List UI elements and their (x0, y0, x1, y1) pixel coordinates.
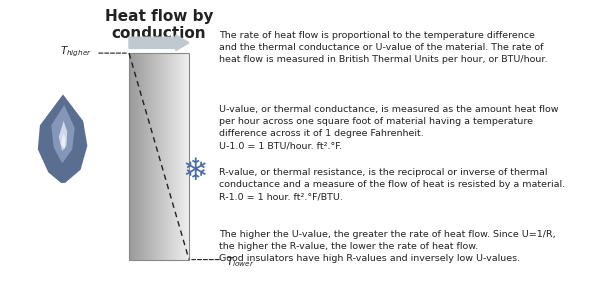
FancyArrow shape (129, 35, 189, 51)
Text: The higher the U-value, the greater the rate of heat flow. Since U=1/R,
the high: The higher the U-value, the greater the … (219, 230, 556, 263)
Bar (129, 53, 189, 260)
Text: U-value, or thermal conductance, is measured as the amount heat flow
per hour ac: U-value, or thermal conductance, is meas… (219, 105, 559, 150)
Polygon shape (38, 94, 88, 183)
Polygon shape (59, 121, 67, 151)
Text: $T_{higher}$: $T_{higher}$ (60, 45, 92, 59)
Text: Heat flow by
conduction: Heat flow by conduction (105, 9, 213, 41)
Polygon shape (51, 105, 75, 163)
Text: $T_{lower}$: $T_{lower}$ (226, 256, 255, 269)
Polygon shape (61, 133, 65, 149)
Text: The rate of heat flow is proportional to the temperature difference
and the ther: The rate of heat flow is proportional to… (219, 31, 548, 64)
Text: ❄: ❄ (182, 157, 208, 186)
Text: R-value, or thermal resistance, is the reciprocal or inverse of thermal
conducta: R-value, or thermal resistance, is the r… (219, 168, 565, 201)
